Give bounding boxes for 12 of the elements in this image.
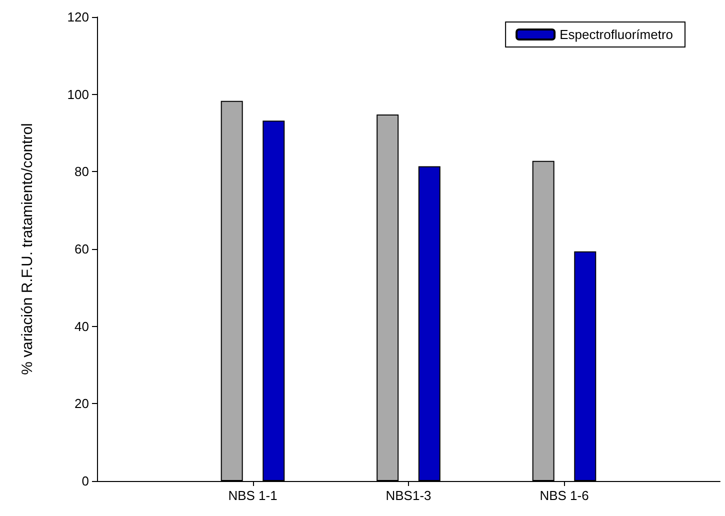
x-tick-label: NBS 1-6: [540, 488, 589, 503]
y-tick-label: 40: [74, 318, 89, 334]
x-tick-label: NBS1-3: [386, 488, 432, 503]
y-tick-label: 60: [74, 242, 89, 256]
legend-label: Espectrofluorímetro: [560, 27, 674, 42]
y-tick-label: 20: [74, 396, 89, 412]
y-tick-label: 120: [67, 10, 89, 24]
y-tick-label: 0: [82, 474, 89, 488]
y-tick-label: 80: [74, 164, 89, 180]
x-tick-label: NBS 1-1: [228, 488, 278, 503]
y-tick-label: 100: [67, 86, 89, 102]
y-axis-title: % variación R.F.U. tratamiento/control: [19, 123, 36, 375]
